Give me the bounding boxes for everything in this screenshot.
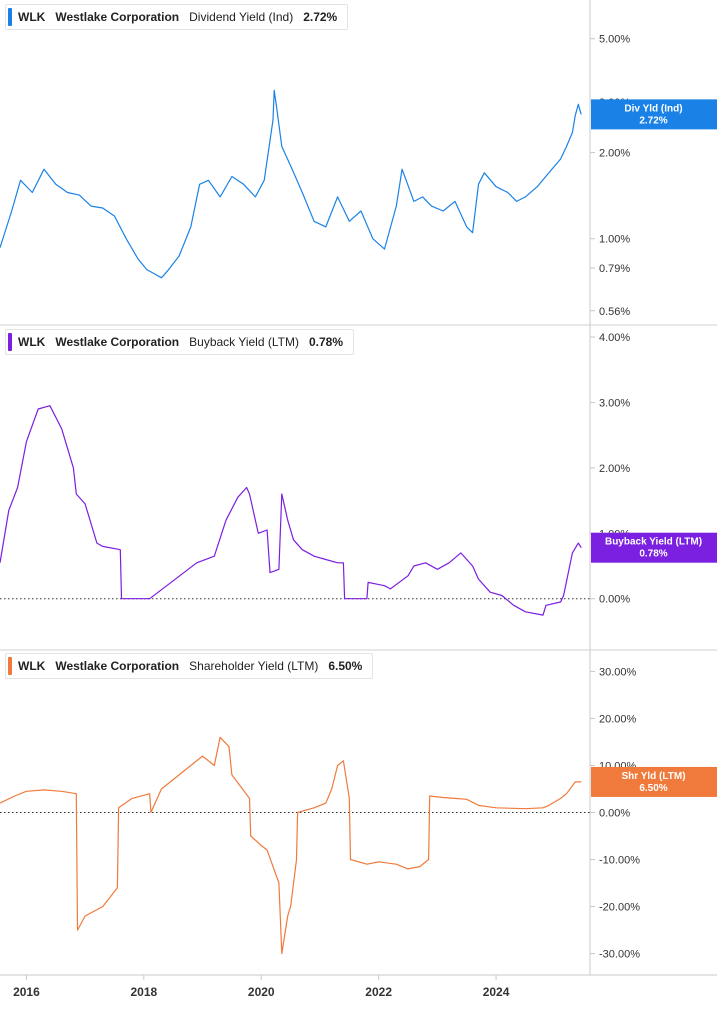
legend-color-bar [8, 8, 12, 26]
legend-buyback-yield[interactable]: WLK Westlake Corporation Buyback Yield (… [5, 329, 354, 355]
last-value-tag-label: Buyback Yield (LTM) [605, 537, 702, 548]
legend-ticker: WLK [18, 659, 46, 673]
legend-color-bar [8, 333, 12, 351]
legend-ticker: WLK [18, 335, 46, 349]
y-tick-label: 0.00% [599, 594, 630, 606]
legend-company: Westlake Corporation [55, 659, 180, 673]
y-tick-label: 0.56% [599, 306, 630, 318]
y-tick-label: 3.00% [599, 397, 630, 409]
legend-metric: Buyback Yield (LTM) [189, 335, 299, 349]
y-tick-label: -20.00% [599, 902, 640, 914]
y-tick-label: -30.00% [599, 949, 640, 961]
legend-company: Westlake Corporation [55, 335, 180, 349]
x-tick-label: 2022 [365, 985, 392, 999]
series-line [0, 736, 582, 955]
y-tick-label: 2.00% [599, 463, 630, 475]
y-tick-label: 30.00% [599, 666, 637, 678]
legend-value: 2.72% [303, 10, 338, 24]
y-tick-label: 0.00% [599, 808, 630, 820]
y-tick-label: 0.79% [599, 263, 630, 275]
last-value-tag-label: Shr Yld (LTM) [621, 771, 685, 782]
series-line [0, 405, 582, 616]
legend-ticker: WLK [18, 10, 46, 24]
last-value-tag-label: Div Yld (Ind) [624, 103, 682, 114]
legend-value: 6.50% [328, 659, 363, 673]
legend-metric: Dividend Yield (Ind) [189, 10, 294, 24]
x-tick-label: 2024 [483, 985, 510, 999]
x-tick-label: 2020 [248, 985, 275, 999]
last-value-tag [591, 532, 717, 563]
legend-shareholder-yield[interactable]: WLK Westlake Corporation Shareholder Yie… [5, 653, 374, 679]
y-tick-label: -10.00% [599, 855, 640, 867]
legend-company: Westlake Corporation [55, 10, 180, 24]
y-tick-label: 20.00% [599, 713, 637, 725]
last-value-tag-value: 2.72% [639, 115, 667, 126]
legend-color-bar [8, 657, 12, 675]
y-tick-label: 5.00% [599, 34, 630, 46]
legend-metric: Shareholder Yield (LTM) [189, 659, 319, 673]
series-line [0, 89, 582, 279]
last-value-tag-value: 0.78% [639, 549, 667, 560]
x-tick-label: 2018 [130, 985, 157, 999]
legend-value: 0.78% [308, 335, 343, 349]
last-value-tag [591, 766, 717, 797]
y-tick-label: 4.00% [599, 332, 630, 344]
legend-dividend-yield[interactable]: WLK Westlake Corporation Dividend Yield … [5, 4, 349, 30]
last-value-tag-value: 6.50% [639, 783, 667, 794]
y-tick-label: 2.00% [599, 148, 630, 160]
last-value-tag [591, 99, 717, 130]
y-tick-label: 1.00% [599, 234, 630, 246]
x-tick-label: 2016 [13, 985, 40, 999]
